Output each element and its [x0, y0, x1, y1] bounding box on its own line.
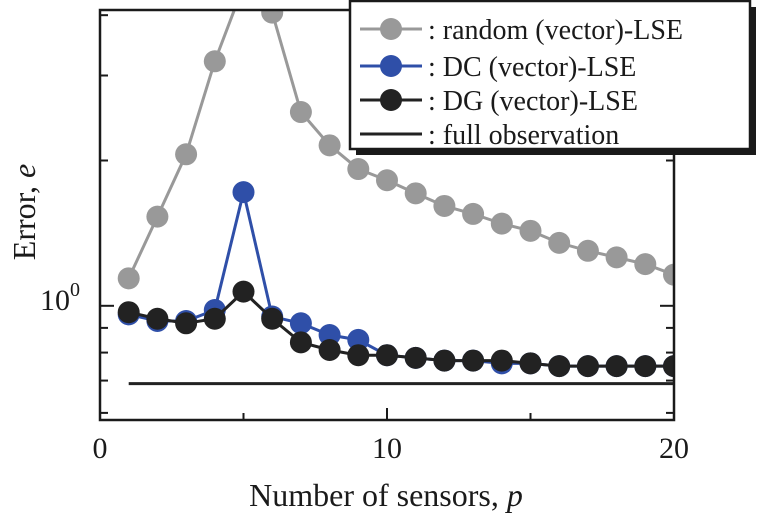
data-point-series-0 — [146, 205, 169, 228]
legend-box — [348, 0, 752, 151]
legend-label-0: : random (vector)-LSE — [428, 15, 683, 46]
series-layer — [117, 10, 674, 386]
data-point-series-2 — [232, 280, 255, 303]
data-point-series-2 — [404, 346, 427, 369]
legend: : random (vector)-LSE: DC (vector)-LSE: … — [348, 0, 756, 155]
data-point-series-2 — [605, 355, 628, 378]
data-point-series-0 — [261, 10, 284, 24]
data-point-series-0 — [462, 202, 485, 225]
y-tick-exp: 0 — [70, 279, 80, 301]
data-point-series-0 — [404, 182, 427, 205]
data-point-series-2 — [347, 344, 370, 367]
y-axis-label: Error, e — [6, 164, 42, 260]
data-point-series-0 — [117, 267, 140, 290]
x-axis-label-var: p — [505, 477, 523, 513]
data-point-series-2 — [203, 307, 226, 330]
x-tick-label: 10 — [372, 432, 402, 465]
x-axis-label-text: Number of sensors, — [249, 477, 507, 513]
data-point-series-0 — [433, 194, 456, 217]
data-point-series-1 — [347, 328, 370, 351]
data-point-series-1 — [232, 181, 255, 204]
data-point-series-2 — [146, 307, 169, 330]
data-point-series-0 — [634, 253, 657, 276]
data-point-series-2 — [548, 355, 571, 378]
data-point-series-0 — [490, 212, 513, 235]
data-point-series-2 — [663, 355, 674, 378]
legend-marker-2 — [380, 89, 402, 111]
y-tick-label-1e0: 100 — [40, 279, 80, 317]
data-point-series-0 — [376, 169, 398, 192]
y-axis-label-text: Error, — [6, 178, 42, 260]
legend-label-3: : full observation — [428, 120, 619, 151]
data-point-series-2 — [490, 349, 513, 372]
data-point-series-0 — [548, 231, 571, 254]
data-point-series-2 — [634, 355, 657, 378]
x-tick-label: 0 — [93, 432, 108, 465]
data-point-series-2 — [462, 349, 485, 372]
data-point-series-2 — [318, 338, 341, 361]
data-point-series-0 — [318, 134, 341, 157]
data-point-series-0 — [605, 246, 628, 269]
data-point-series-0 — [347, 158, 370, 181]
data-point-series-0 — [289, 101, 312, 124]
data-point-series-0 — [519, 219, 542, 242]
data-point-series-2 — [117, 301, 140, 324]
data-point-series-0 — [576, 239, 599, 262]
data-point-series-2 — [289, 331, 312, 354]
data-point-series-0 — [175, 143, 198, 166]
legend-marker-0 — [380, 18, 402, 40]
data-point-series-2 — [261, 307, 284, 330]
data-point-series-2 — [376, 344, 398, 367]
y-axis-label-var: e — [6, 164, 42, 178]
data-point-series-2 — [175, 312, 198, 335]
data-point-series-0 — [663, 263, 674, 286]
data-point-series-1 — [289, 312, 312, 335]
data-point-series-2 — [433, 349, 456, 372]
legend-label-2: : DG (vector)-LSE — [428, 86, 638, 117]
series-line-1 — [128, 191, 674, 368]
legend-marker-1 — [380, 55, 402, 77]
legend-label-1: : DC (vector)-LSE — [428, 52, 636, 83]
data-point-series-2 — [519, 352, 542, 375]
data-point-series-2 — [576, 355, 599, 378]
data-point-series-0 — [203, 50, 226, 73]
x-tick-label: 20 — [659, 432, 689, 465]
ticks-layer: 0 10 20 — [93, 10, 689, 465]
y-tick-base: 10 — [40, 284, 70, 317]
x-axis-label: Number of sensors, p — [249, 477, 523, 513]
